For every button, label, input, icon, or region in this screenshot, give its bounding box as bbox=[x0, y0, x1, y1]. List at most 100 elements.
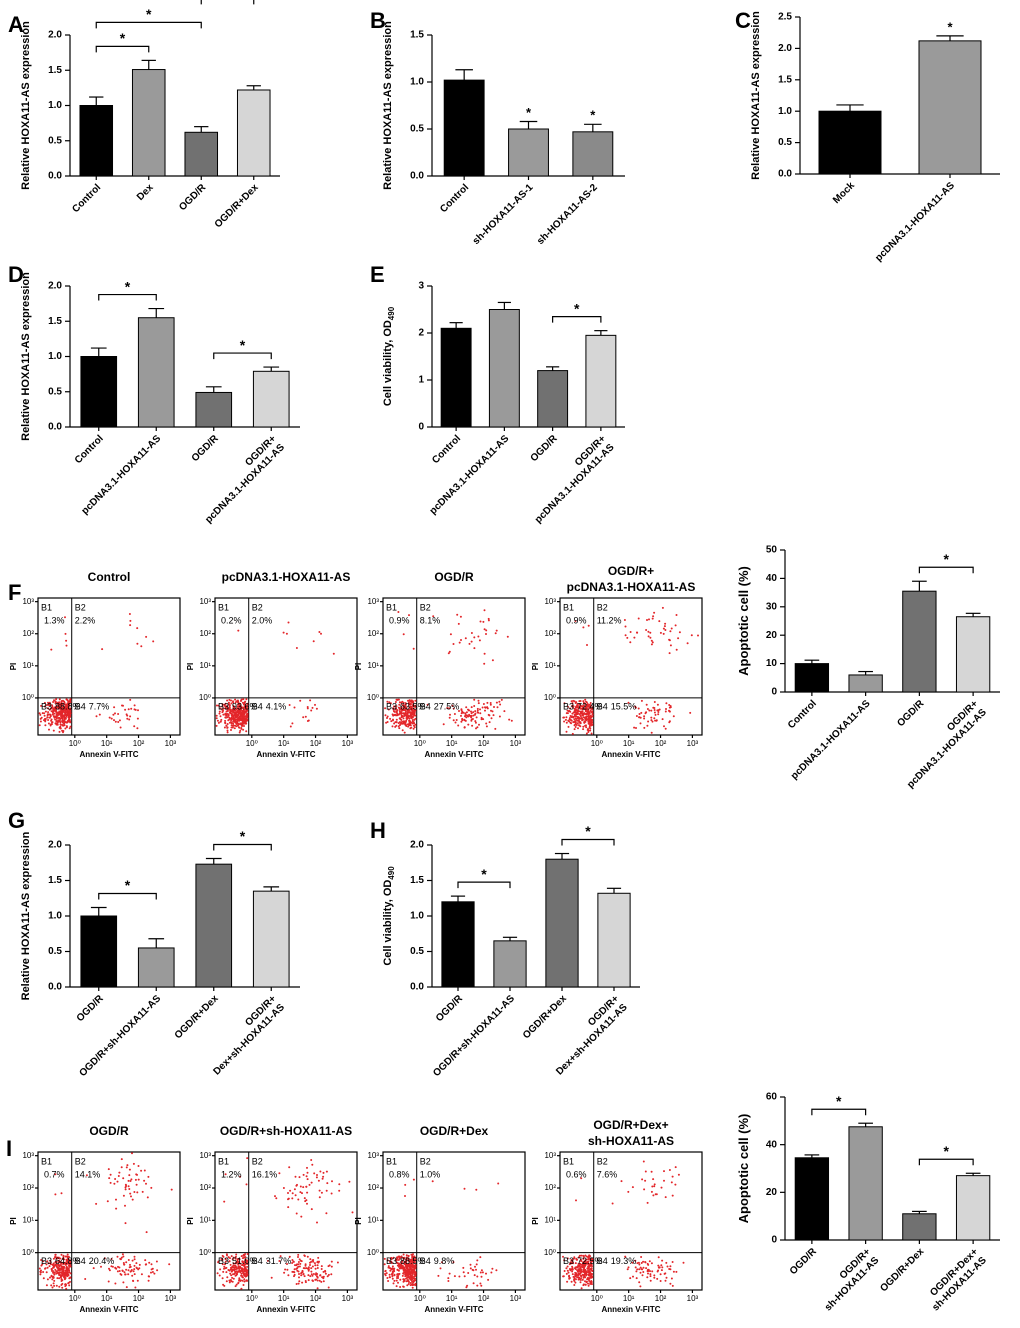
event-dot bbox=[296, 1263, 298, 1266]
event-dot bbox=[574, 717, 577, 720]
event-dot bbox=[392, 1282, 395, 1285]
event-dot bbox=[236, 724, 239, 727]
event-dot bbox=[107, 1280, 110, 1283]
quadrant-events bbox=[431, 1180, 500, 1191]
event-dot bbox=[314, 1267, 317, 1270]
y-tick-label: 2.0 bbox=[48, 840, 62, 851]
event-dot bbox=[582, 701, 585, 704]
event-dot bbox=[316, 1267, 319, 1269]
y-axis-label: PI bbox=[354, 1217, 363, 1225]
quadrant-percent: 8.1% bbox=[420, 615, 441, 625]
event-dot bbox=[510, 719, 513, 722]
event-dot bbox=[52, 1270, 55, 1273]
event-dot bbox=[68, 716, 71, 719]
event-dot bbox=[587, 1269, 590, 1271]
quadrant-name: B3 bbox=[386, 1256, 397, 1266]
event-dot bbox=[69, 725, 72, 728]
event-dot bbox=[624, 634, 627, 637]
event-dot bbox=[573, 713, 576, 716]
event-dot bbox=[286, 1268, 289, 1271]
event-dot bbox=[302, 1273, 305, 1275]
y-tick-label: 10⁰ bbox=[22, 693, 34, 702]
event-dot bbox=[449, 633, 452, 636]
event-dot bbox=[47, 711, 50, 714]
y-tick-label: 10¹ bbox=[367, 1215, 379, 1224]
event-dot bbox=[67, 702, 70, 704]
event-dot bbox=[409, 708, 412, 711]
event-dot bbox=[642, 1271, 645, 1273]
event-dot bbox=[43, 701, 46, 704]
quadrant-name: B3 bbox=[218, 1256, 229, 1266]
event-dot bbox=[462, 1266, 465, 1269]
event-dot bbox=[62, 730, 65, 732]
event-dot bbox=[224, 1267, 227, 1270]
event-dot bbox=[68, 703, 71, 706]
event-dot bbox=[125, 1286, 128, 1289]
panel-title: OGD/R+sh-HOXA11-AS bbox=[220, 1124, 352, 1138]
significance-bracket bbox=[811, 1108, 867, 1116]
x-tick-label: OGD/R bbox=[75, 993, 107, 1025]
event-dot bbox=[406, 711, 409, 714]
y-tick-label: 40 bbox=[766, 573, 778, 584]
event-dot bbox=[479, 1282, 482, 1285]
event-dot bbox=[119, 1257, 122, 1260]
event-dot bbox=[385, 1272, 388, 1275]
event-dot bbox=[398, 727, 401, 730]
event-dot bbox=[401, 720, 404, 723]
event-dot bbox=[582, 725, 585, 728]
event-dot bbox=[69, 709, 72, 712]
event-dot bbox=[414, 1271, 417, 1274]
event-dot bbox=[408, 715, 411, 718]
event-dot bbox=[581, 1266, 584, 1269]
x-tick-label: OGD/R bbox=[434, 993, 466, 1025]
event-dot bbox=[473, 698, 476, 701]
x-tick-label: 10⁰ bbox=[69, 1294, 81, 1303]
event-dot bbox=[576, 704, 579, 707]
event-dot bbox=[412, 710, 415, 713]
event-dot bbox=[150, 1263, 153, 1266]
event-dot bbox=[38, 1267, 41, 1270]
event-dot bbox=[218, 712, 221, 715]
event-dot bbox=[236, 713, 239, 716]
event-dot bbox=[133, 704, 136, 707]
x-tick-label: 10¹ bbox=[446, 1294, 458, 1303]
event-dot bbox=[148, 1275, 151, 1278]
event-dot bbox=[236, 707, 239, 710]
event-dot bbox=[644, 1261, 647, 1264]
significance-bracket bbox=[918, 1158, 974, 1166]
event-dot bbox=[320, 1265, 323, 1268]
event-dot bbox=[231, 726, 234, 729]
x-tick-label: 10³ bbox=[165, 739, 177, 748]
event-dot bbox=[571, 702, 574, 705]
event-dot bbox=[491, 710, 494, 713]
event-dot bbox=[400, 721, 403, 724]
event-dot bbox=[244, 708, 247, 711]
event-dot bbox=[128, 1188, 131, 1190]
event-dot bbox=[401, 700, 404, 703]
event-dot bbox=[661, 718, 664, 721]
event-dot bbox=[238, 731, 241, 734]
event-dot bbox=[475, 1268, 477, 1271]
event-dot bbox=[487, 617, 490, 620]
event-dot bbox=[474, 720, 477, 723]
event-dot bbox=[462, 1271, 465, 1274]
event-dot bbox=[222, 1283, 225, 1286]
event-dot bbox=[330, 1265, 333, 1268]
event-dot bbox=[54, 702, 57, 705]
event-dot bbox=[663, 1170, 665, 1173]
y-axis-label: Apoptotic cell (%) bbox=[736, 1114, 751, 1224]
y-tick-label: 10³ bbox=[199, 597, 211, 606]
event-dot bbox=[573, 1280, 576, 1282]
event-dot bbox=[101, 648, 104, 651]
event-dot bbox=[431, 1180, 434, 1183]
event-dot bbox=[569, 710, 572, 713]
event-dot bbox=[637, 617, 640, 620]
event-dot bbox=[295, 1283, 298, 1285]
event-dot bbox=[155, 1260, 158, 1263]
event-dot bbox=[458, 1275, 461, 1278]
quadrant-name: B4 bbox=[75, 1256, 86, 1266]
x-tick-label: 10¹ bbox=[101, 1294, 113, 1303]
event-dot bbox=[55, 698, 58, 701]
significance-star: * bbox=[947, 19, 953, 34]
event-dot bbox=[338, 1183, 341, 1186]
